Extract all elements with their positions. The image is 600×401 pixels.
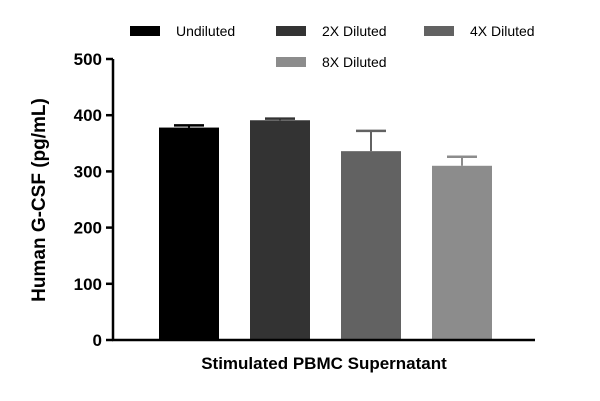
bars [159,117,492,341]
y-tick-label: 0 [93,331,102,350]
y-tick-label: 500 [74,50,102,69]
y-axis-label: Human G-CSF (pg/mL) [29,98,50,302]
y-tick-label: 200 [74,219,102,238]
y-tick-label: 400 [74,106,102,125]
legend-swatch [276,57,306,67]
legend-swatch [424,26,454,36]
y-axis: 0 100 200 300 400 500 [74,50,115,350]
y-tick-label: 100 [74,275,102,294]
bar-8x-diluted [432,165,492,340]
x-axis-label: Stimulated PBMC Supernatant [201,354,447,373]
y-tick-label: 300 [74,162,102,181]
bar-2x-diluted [250,120,310,341]
legend-label: 2X Diluted [322,23,387,39]
bar-undiluted [159,127,219,341]
legend-label: Undiluted [176,23,235,39]
legend-label: 8X Diluted [322,54,387,70]
legend-label: 4X Diluted [470,23,535,39]
legend: Undiluted 2X Diluted 4X Diluted 8X Diluted [130,23,535,70]
legend-swatch [130,26,160,36]
legend-swatch [276,26,306,36]
bar-4x-diluted [341,151,401,340]
